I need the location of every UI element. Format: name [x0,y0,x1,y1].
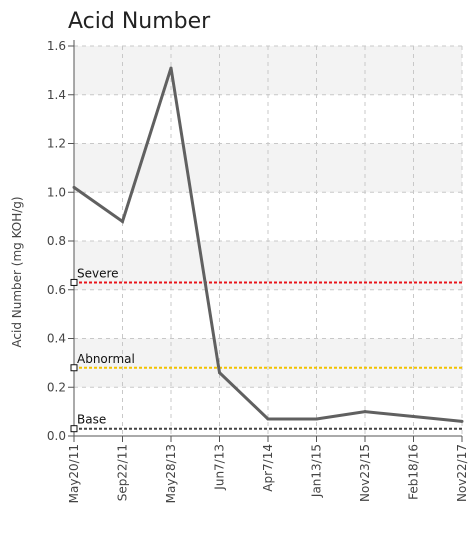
data-point [218,371,221,375]
x-tick-label: May28/13 [164,444,178,503]
plot-area: 0.0 0.2 0.4 0.6 0.8 1.0 1.2 1.4 1.6 May20/11 Sep22… [47,39,469,503]
threshold-label-abnormal: Abnormal [77,352,135,366]
x-tick-label: Sep22/11 [116,444,130,501]
x-tick-label: Nov23/15 [358,444,372,502]
threshold-label-base: Base [77,413,106,427]
threshold-marker-severe [70,278,78,286]
data-point [266,417,270,421]
y-tick-label: 0.4 [47,332,66,346]
y-tick-label: 0.2 [47,380,66,394]
y-axis-label: Acid Number (mg KOH/g) [10,196,24,347]
threshold-marker-base [70,425,78,433]
grid-band [74,338,462,388]
data-point [121,220,124,223]
y-tick-label: 1.0 [47,185,66,199]
x-tick-label: Jan13/15 [310,444,324,498]
threshold-marker-abnormal [70,364,78,372]
y-tick-label: 1.4 [47,88,66,102]
y-tick-label: 1.2 [47,137,66,151]
data-point [460,419,464,423]
data-point [412,415,415,418]
threshold-label-severe: Severe [77,266,119,280]
y-tick-label: 1.6 [47,39,66,53]
x-tick-label: Nov22/17 [455,444,469,502]
data-point [72,185,76,189]
x-tick-label: May20/11 [67,444,81,503]
data-point [169,66,173,70]
chart-title: Acid Number [68,9,211,34]
data-point [315,417,318,421]
y-tick-label: 0.8 [47,234,66,248]
y-tick-label: 0.0 [47,429,66,443]
data-point [363,410,367,414]
y-tick-label: 0.6 [47,283,66,297]
x-tick-label: Apr7/14 [261,444,275,492]
x-tick-label: Jun7/13 [213,444,227,491]
x-tick-label: Feb18/16 [407,444,421,500]
